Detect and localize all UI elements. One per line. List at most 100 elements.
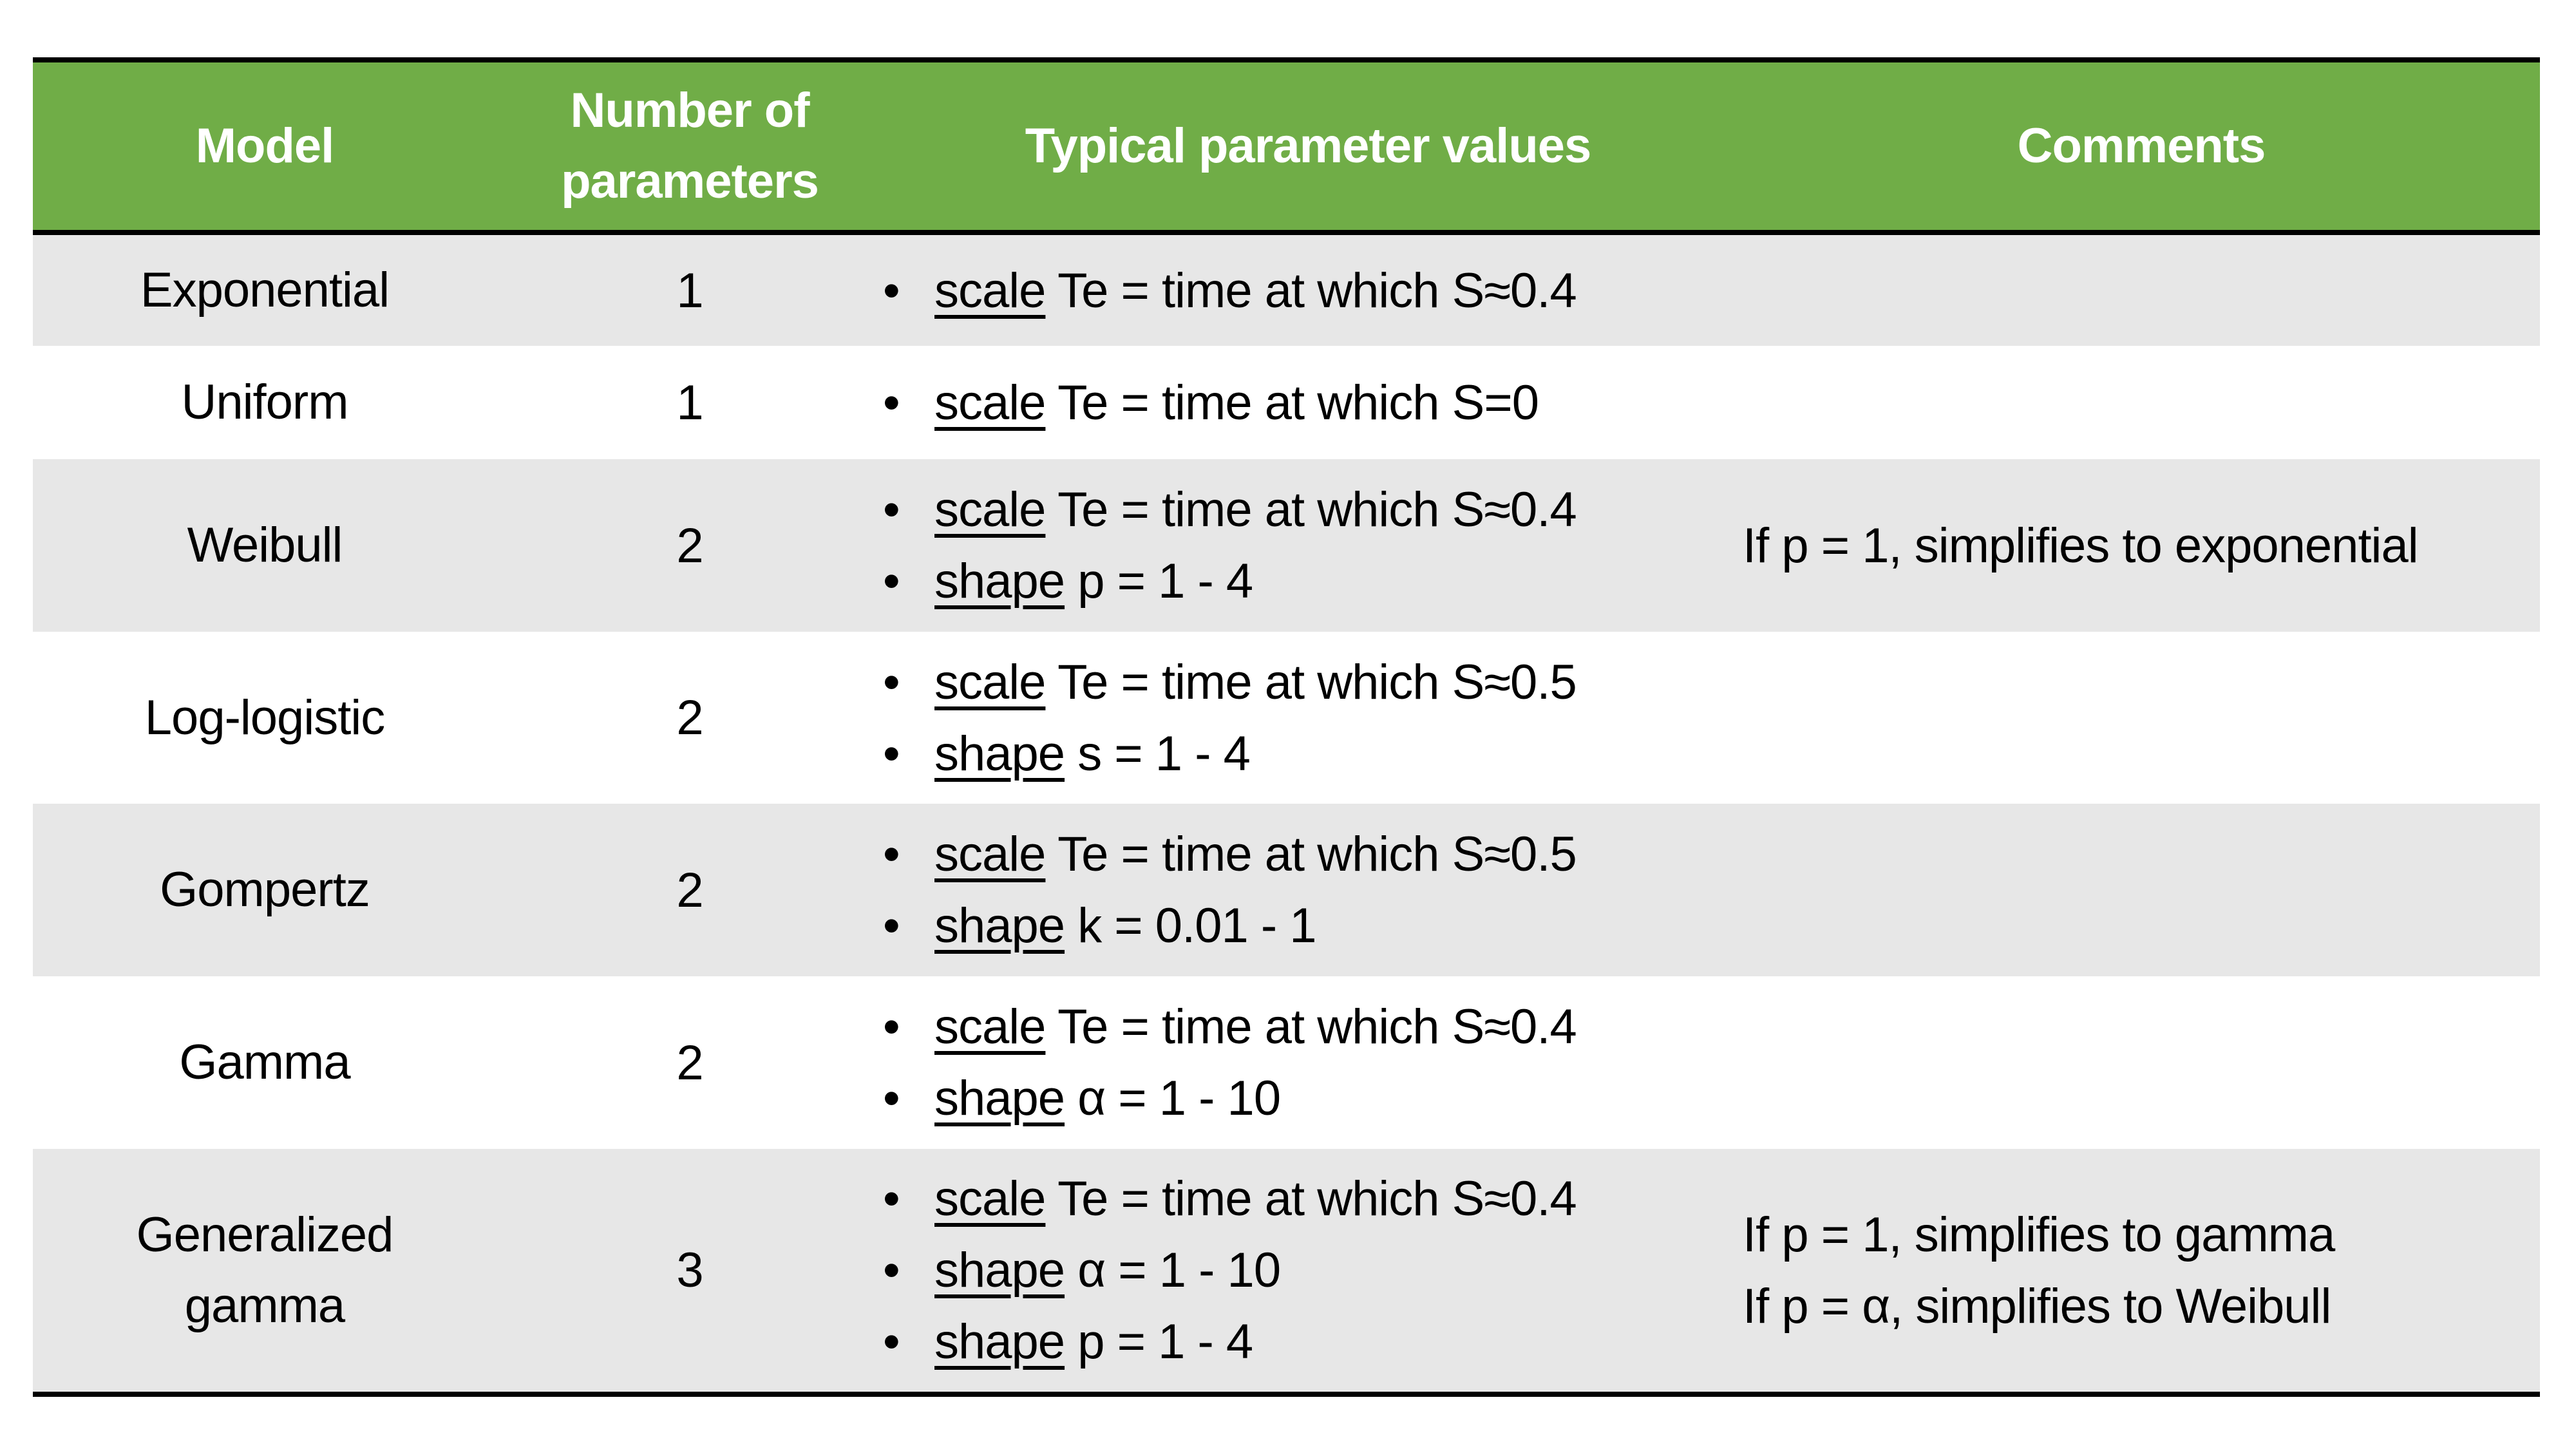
- table-row: Log-logistic 2 • scale Te = time at which S…: [33, 632, 2540, 804]
- param-desc: Te = time at which S≈0.4: [1045, 1171, 1577, 1226]
- top-rule: [33, 57, 2540, 62]
- num-params-cell: 3: [497, 1149, 883, 1392]
- header-comments: Comments: [2017, 118, 2266, 173]
- table-row: Exponential 1 • scale Te = time at which S≈…: [33, 235, 2540, 346]
- value-bullet: • scale Te = time at which S=0: [870, 367, 1746, 439]
- num-params-cell: 1: [497, 346, 883, 459]
- num-params: 2: [676, 518, 703, 573]
- num-params-cell: 2: [497, 976, 883, 1149]
- comment-line: If p = 1, simplifies to exponential: [1743, 518, 2419, 573]
- comments-cell: [1743, 632, 2540, 804]
- header-model: Model: [195, 118, 335, 173]
- param-desc: α = 1 - 10: [1065, 1071, 1281, 1126]
- param-desc: Te = time at which S≈0.5: [1045, 654, 1577, 710]
- model-cell: Weibull: [33, 459, 497, 632]
- model-cell: Generalized gamma: [33, 1149, 497, 1392]
- table-row: Gamma 2 • scale Te = time at which S≈0.4 • sh…: [33, 976, 2540, 1149]
- values-cell: • scale Te = time at which S≈0.4 • shape p …: [870, 459, 1746, 632]
- comment-line: If p = 1, simplifies to gamma: [1743, 1207, 2335, 1262]
- header-values: Typical parameter values: [1025, 118, 1592, 173]
- param-desc: Te = time at which S≈0.4: [1045, 999, 1577, 1054]
- param-desc: Te = time at which S≈0.5: [1045, 827, 1577, 882]
- header-num-params: Number of parameters: [561, 83, 819, 209]
- model-cell: Gamma: [33, 976, 497, 1149]
- model-name: Uniform: [181, 375, 348, 430]
- bullet-icon: •: [883, 1171, 900, 1226]
- values-cell: • scale Te = time at which S≈0.4 • shape α …: [870, 1149, 1746, 1392]
- header-rule: [33, 230, 2540, 235]
- param-kind: scale: [934, 482, 1046, 537]
- param-kind: shape: [934, 898, 1065, 953]
- num-params-cell: 1: [497, 235, 883, 346]
- param-desc: Te = time at which S≈0.4: [1045, 482, 1577, 537]
- param-desc: s = 1 - 4: [1065, 726, 1251, 781]
- param-kind: shape: [934, 1071, 1065, 1126]
- param-kind: scale: [934, 375, 1046, 430]
- bullet-icon: •: [883, 654, 900, 710]
- num-params: 2: [676, 690, 703, 745]
- model-name: Gamma: [179, 1035, 350, 1090]
- bullet-icon: •: [883, 375, 900, 430]
- comments-cell: [1743, 235, 2540, 346]
- model-name: Log-logistic: [144, 690, 385, 745]
- comments-cell: If p = 1, simplifies to exponential: [1743, 459, 2540, 632]
- param-kind: shape: [934, 1243, 1065, 1298]
- value-bullet: • shape p = 1 - 4: [870, 545, 1746, 617]
- comments-cell: [1743, 346, 2540, 459]
- value-bullet: • shape α = 1 - 10: [870, 1235, 1746, 1306]
- param-kind: shape: [934, 1314, 1065, 1369]
- model-cell: Exponential: [33, 235, 497, 346]
- model-name: Gompertz: [160, 862, 370, 917]
- param-kind: scale: [934, 999, 1046, 1054]
- value-bullet: • shape k = 0.01 - 1: [870, 890, 1746, 961]
- bullet-icon: •: [883, 999, 900, 1054]
- value-bullet: • scale Te = time at which S≈0.4: [870, 991, 1746, 1063]
- model-name: Generalized gamma: [136, 1207, 394, 1333]
- param-desc: p = 1 - 4: [1065, 1314, 1253, 1369]
- model-name: Weibull: [187, 518, 343, 573]
- param-desc: α = 1 - 10: [1065, 1243, 1281, 1298]
- table-body: Exponential 1 • scale Te = time at which S≈…: [33, 235, 2540, 1392]
- param-kind: scale: [934, 263, 1046, 318]
- value-bullet: • scale Te = time at which S≈0.4: [870, 255, 1746, 327]
- num-params: 2: [676, 1035, 703, 1090]
- table-row: Gompertz 2 • scale Te = time at which S≈0.5…: [33, 804, 2540, 976]
- values-cell: • scale Te = time at which S≈0.5 • shape k …: [870, 804, 1746, 976]
- num-params-cell: 2: [497, 632, 883, 804]
- param-kind: shape: [934, 726, 1065, 781]
- values-cell: • scale Te = time at which S≈0.4 • shape α …: [870, 976, 1746, 1149]
- num-params: 1: [676, 263, 703, 318]
- comments-cell: [1743, 976, 2540, 1149]
- comments-cell: If p = 1, simplifies to gamma If p = α, s…: [1743, 1149, 2540, 1392]
- value-bullet: • shape p = 1 - 4: [870, 1306, 1746, 1378]
- param-desc: k = 0.01 - 1: [1065, 898, 1316, 953]
- survival-models-table: Model Number of parameters Typical param…: [33, 57, 2540, 1397]
- param-kind: scale: [934, 654, 1046, 710]
- values-cell: • scale Te = time at which S=0: [870, 346, 1746, 459]
- bullet-icon: •: [883, 482, 900, 537]
- num-params: 3: [676, 1243, 703, 1298]
- table-row: Weibull 2 • scale Te = time at which S≈0.4 •…: [33, 459, 2540, 632]
- values-cell: • scale Te = time at which S≈0.4: [870, 235, 1746, 346]
- num-params: 1: [676, 375, 703, 430]
- value-bullet: • scale Te = time at which S≈0.5: [870, 819, 1746, 890]
- value-bullet: • shape α = 1 - 10: [870, 1063, 1746, 1134]
- comment-line: If p = α, simplifies to Weibull: [1743, 1278, 2331, 1334]
- param-desc: p = 1 - 4: [1065, 554, 1253, 609]
- model-name: Exponential: [140, 263, 390, 317]
- param-kind: scale: [934, 827, 1046, 882]
- value-bullet: • shape s = 1 - 4: [870, 718, 1746, 790]
- bottom-rule: [33, 1392, 2540, 1397]
- bullet-icon: •: [883, 1314, 900, 1369]
- value-bullet: • scale Te = time at which S≈0.4: [870, 1163, 1746, 1235]
- param-kind: scale: [934, 1171, 1046, 1226]
- values-cell: • scale Te = time at which S≈0.5 • shape s …: [870, 632, 1746, 804]
- bullet-icon: •: [883, 554, 900, 609]
- model-cell: Uniform: [33, 346, 497, 459]
- param-desc: Te = time at which S=0: [1045, 375, 1539, 430]
- bullet-icon: •: [883, 726, 900, 781]
- comments-cell: [1743, 804, 2540, 976]
- param-desc: Te = time at which S≈0.4: [1045, 263, 1577, 318]
- table-header: Model Number of parameters Typical param…: [33, 62, 2540, 230]
- model-cell: Gompertz: [33, 804, 497, 976]
